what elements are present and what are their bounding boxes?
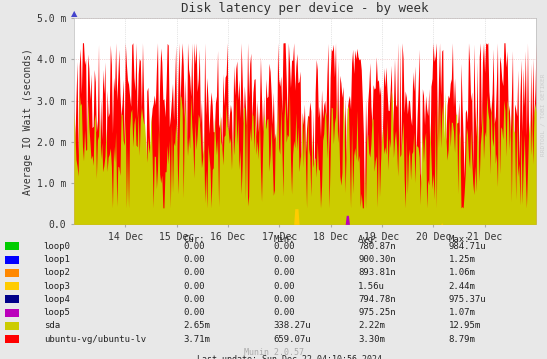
Text: 3.71m: 3.71m [183,335,210,344]
Text: 794.78n: 794.78n [358,295,396,304]
Text: ▲: ▲ [71,9,77,18]
Text: Avg:: Avg: [358,235,380,244]
Text: 0.00: 0.00 [274,255,295,264]
Text: 3.30m: 3.30m [358,335,385,344]
Title: Disk latency per device - by week: Disk latency per device - by week [181,3,429,15]
Text: 8.79m: 8.79m [449,335,475,344]
Text: 0.00: 0.00 [274,268,295,278]
Text: 659.07u: 659.07u [274,335,311,344]
Text: 0.00: 0.00 [183,308,205,317]
Text: 1.56u: 1.56u [358,281,385,291]
Text: loop0: loop0 [44,242,71,251]
Y-axis label: Average IO Wait (seconds): Average IO Wait (seconds) [22,48,33,195]
Text: 1.06m: 1.06m [449,268,475,278]
Text: sda: sda [44,321,60,331]
Text: 0.00: 0.00 [183,281,205,291]
Text: 0.00: 0.00 [274,308,295,317]
Text: 0.00: 0.00 [274,281,295,291]
Text: 0.00: 0.00 [183,255,205,264]
Text: Max:: Max: [449,235,470,244]
Text: 984.71u: 984.71u [449,242,486,251]
Text: 0.00: 0.00 [183,242,205,251]
Text: 780.87n: 780.87n [358,242,396,251]
Text: loop3: loop3 [44,281,71,291]
Text: Last update: Sun Dec 22 04:10:56 2024: Last update: Sun Dec 22 04:10:56 2024 [197,355,382,359]
Text: 2.44m: 2.44m [449,281,475,291]
Text: 0.00: 0.00 [183,295,205,304]
Text: 2.65m: 2.65m [183,321,210,331]
Text: 12.95m: 12.95m [449,321,481,331]
Text: 1.25m: 1.25m [449,255,475,264]
Text: Munin 2.0.57: Munin 2.0.57 [243,348,304,357]
Text: 0.00: 0.00 [274,295,295,304]
Text: RRDTOOL / TOBI OETIKER: RRDTOOL / TOBI OETIKER [541,74,546,156]
Text: Cur:: Cur: [183,235,205,244]
Text: 1.07m: 1.07m [449,308,475,317]
Text: 893.81n: 893.81n [358,268,396,278]
Text: 0.00: 0.00 [183,268,205,278]
Text: loop5: loop5 [44,308,71,317]
Text: loop1: loop1 [44,255,71,264]
Text: 975.25n: 975.25n [358,308,396,317]
Text: Min:: Min: [274,235,295,244]
Text: loop2: loop2 [44,268,71,278]
Text: 2.22m: 2.22m [358,321,385,331]
Text: 900.30n: 900.30n [358,255,396,264]
Text: 338.27u: 338.27u [274,321,311,331]
Text: 975.37u: 975.37u [449,295,486,304]
Text: loop4: loop4 [44,295,71,304]
Text: ubuntu-vg/ubuntu-lv: ubuntu-vg/ubuntu-lv [44,335,146,344]
Text: 0.00: 0.00 [274,242,295,251]
